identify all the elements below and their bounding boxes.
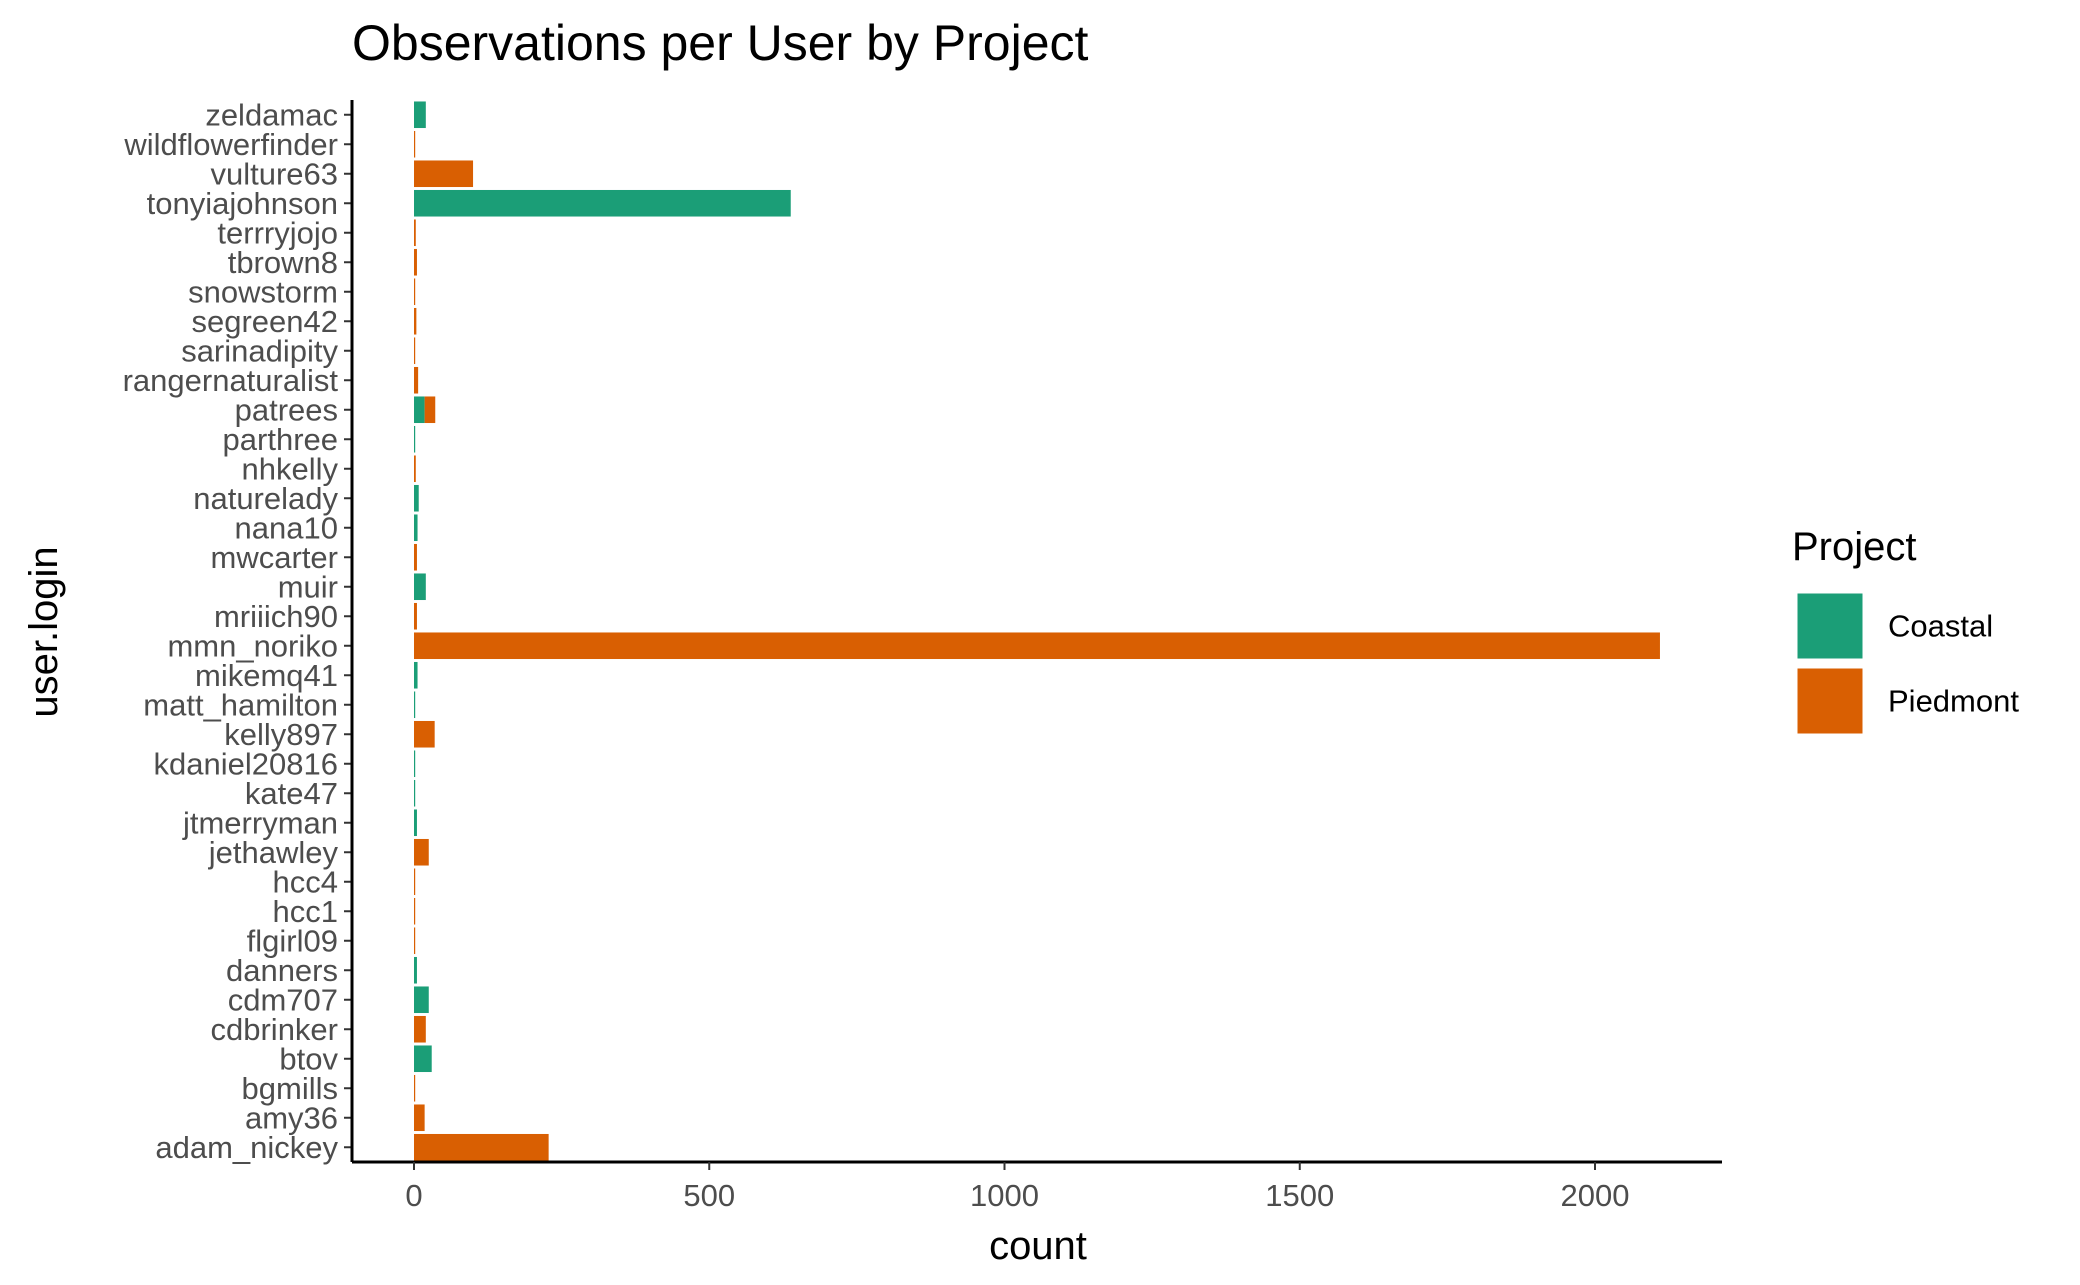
y-tick-label: cdm707 <box>228 982 338 1017</box>
y-tick-label: nhkelly <box>242 451 339 486</box>
y-tick-label: adam_nickey <box>155 1130 338 1165</box>
legend-title: Project <box>1792 525 1917 569</box>
y-tick-label: mmn_noriko <box>167 628 338 663</box>
y-tick-label: segreen42 <box>191 304 338 339</box>
y-tick-label: btov <box>279 1041 338 1076</box>
legend-key-coastal <box>1794 590 1866 662</box>
bar-patrees-coastal <box>414 396 425 424</box>
x-tick-label: 1500 <box>1265 1178 1334 1213</box>
legend: Project Coastal Piedmont <box>1792 525 2019 737</box>
bar-vulture63-piedmont <box>414 160 474 188</box>
bar-snowstorm-piedmont <box>414 278 416 306</box>
bar-cdbrinker-piedmont <box>414 1015 426 1043</box>
bar-jtmerryman-coastal <box>414 809 417 837</box>
y-tick-label: muir <box>278 569 338 604</box>
bar-btov-coastal <box>414 1045 432 1073</box>
y-axis: zeldamacwildflowerfindervulture63tonyiaj… <box>123 97 354 1165</box>
bar-matt_hamilton-coastal <box>414 691 416 719</box>
bar-terrryjojo-piedmont <box>414 219 416 247</box>
x-tick-label: 1000 <box>970 1178 1039 1213</box>
bar-sarinadipity-piedmont <box>414 337 416 365</box>
y-tick-label: parthree <box>223 422 338 457</box>
bar-mwcarter-piedmont <box>414 543 417 571</box>
bar-rangernaturalist-piedmont <box>414 366 419 394</box>
chart-title: Observations per User by Project <box>352 15 1089 71</box>
bar-amy36-piedmont <box>414 1104 425 1132</box>
bar-jethawley-piedmont <box>414 838 429 866</box>
x-tick-label: 0 <box>405 1178 422 1213</box>
legend-key-piedmont <box>1794 665 1866 737</box>
bar-hcc1-piedmont <box>414 897 416 925</box>
bar-naturelady-coastal <box>414 484 419 512</box>
bar-bgmills-piedmont <box>414 1074 416 1102</box>
y-tick-label: kate47 <box>245 776 338 811</box>
bar-adam_nickey-piedmont <box>414 1133 549 1161</box>
legend-label-coastal: Coastal <box>1888 609 1993 644</box>
y-tick-label: hcc4 <box>273 864 338 899</box>
bar-mmn_noriko-piedmont <box>414 632 1660 660</box>
y-axis-title: user.login <box>22 546 66 717</box>
y-tick-label: danners <box>226 953 338 988</box>
y-tick-label: tonyiajohnson <box>147 186 338 221</box>
y-tick-label: mriiich90 <box>214 599 338 634</box>
bar-danners-coastal <box>414 956 417 984</box>
bar-nhkelly-piedmont <box>414 455 416 483</box>
y-tick-label: kdaniel20816 <box>154 746 338 781</box>
y-tick-label: cdbrinker <box>211 1012 339 1047</box>
bar-kate47-coastal <box>414 779 416 807</box>
y-tick-label: hcc1 <box>273 894 338 929</box>
plot-area <box>414 101 1660 1161</box>
x-axis: 0 500 1000 1500 2000 <box>352 1160 1722 1213</box>
bar-patrees-piedmont <box>424 396 436 424</box>
y-tick-label: mwcarter <box>211 540 338 575</box>
y-tick-label: patrees <box>235 392 338 427</box>
bar-segreen42-piedmont <box>414 307 417 335</box>
bar-kdaniel20816-coastal <box>414 750 416 778</box>
y-tick-label: amy36 <box>245 1100 338 1135</box>
y-tick-label: zeldamac <box>205 97 338 132</box>
y-tick-label: snowstorm <box>188 274 338 309</box>
y-tick-label: mikemq41 <box>195 658 338 693</box>
bar-flgirl09-piedmont <box>414 927 416 955</box>
bar-parthree-coastal <box>414 425 416 453</box>
y-tick-label: tbrown8 <box>228 245 338 280</box>
bar-nana10-coastal <box>414 514 418 542</box>
bar-hcc4-piedmont <box>414 868 416 896</box>
x-axis-title: count <box>989 1224 1087 1268</box>
y-tick-label: jethawley <box>208 835 339 870</box>
bar-wildflowerfinder-piedmont <box>414 130 416 158</box>
bar-mriiich90-piedmont <box>414 602 417 630</box>
y-tick-label: rangernaturalist <box>123 363 339 398</box>
bar-cdm707-coastal <box>414 986 429 1014</box>
y-tick-label: jtmerryman <box>182 805 338 840</box>
bar-tonyiajohnson-coastal <box>414 189 791 217</box>
y-tick-label: nana10 <box>235 510 338 545</box>
bar-kelly897-piedmont <box>414 720 435 748</box>
bar-zeldamac-coastal <box>414 101 426 129</box>
y-tick-label: wildflowerfinder <box>123 127 338 162</box>
y-tick-label: naturelady <box>193 481 338 516</box>
bar-tbrown8-piedmont <box>414 248 417 276</box>
y-tick-label: terrryjojo <box>217 215 338 250</box>
y-tick-label: vulture63 <box>210 156 338 191</box>
y-tick-label: flgirl09 <box>247 923 338 958</box>
x-tick-label: 2000 <box>1561 1178 1630 1213</box>
legend-label-piedmont: Piedmont <box>1888 684 2019 719</box>
y-tick-label: bgmills <box>242 1071 338 1106</box>
y-tick-label: matt_hamilton <box>143 687 338 722</box>
x-tick-label: 500 <box>683 1178 735 1213</box>
y-tick-label: sarinadipity <box>181 333 338 368</box>
bar-muir-coastal <box>414 573 426 601</box>
y-tick-label: kelly897 <box>224 717 338 752</box>
bar-mikemq41-coastal <box>414 661 418 689</box>
